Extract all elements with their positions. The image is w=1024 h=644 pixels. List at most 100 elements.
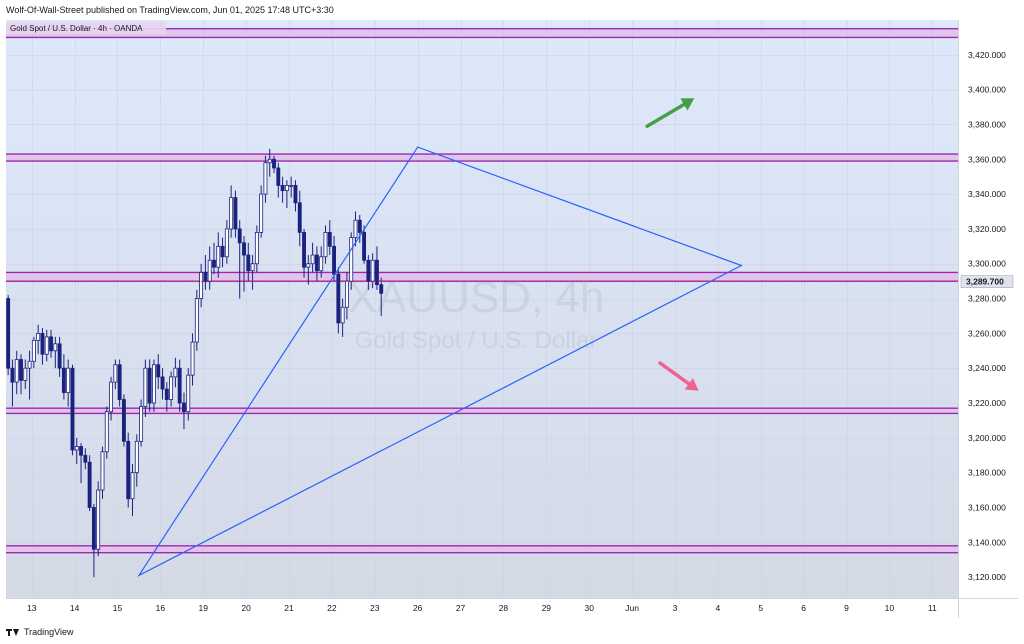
candle xyxy=(40,328,45,365)
candle-body-up xyxy=(104,411,109,453)
candle xyxy=(70,364,75,456)
candle-body-down xyxy=(357,219,362,233)
candle xyxy=(370,253,375,289)
x-tick-label: 5 xyxy=(758,603,763,613)
candle xyxy=(190,333,195,386)
candle xyxy=(104,406,109,459)
candle-body-up xyxy=(267,158,272,164)
candle xyxy=(27,350,32,400)
y-tick-label: 3,280.000 xyxy=(968,294,1006,304)
candle xyxy=(194,289,199,351)
watermark-symbol: XAUUSD, 4h xyxy=(348,273,605,322)
candle xyxy=(57,336,62,377)
candle-body-up xyxy=(53,343,58,352)
candle-body-up xyxy=(66,367,71,393)
candle-body-up xyxy=(353,219,358,239)
y-tick-label: 3,180.000 xyxy=(968,468,1006,478)
candle-body-up xyxy=(173,367,178,378)
candle xyxy=(306,255,311,285)
candle-body-down xyxy=(233,197,238,230)
candle xyxy=(44,329,49,362)
plot-background xyxy=(6,20,958,598)
price-axis[interactable]: 3,120.000 3,140.000 3,160.000 3,180.000 3,20… xyxy=(960,50,1014,582)
candle-body-up xyxy=(139,406,144,442)
x-tick-label: 16 xyxy=(156,603,166,613)
candle-body-up xyxy=(100,451,105,491)
candle xyxy=(156,354,161,390)
candle-body-up xyxy=(169,376,174,400)
candle xyxy=(319,246,324,278)
candle-body-up xyxy=(344,280,349,308)
x-tick-label: 19 xyxy=(199,603,209,613)
candle xyxy=(160,368,165,400)
top-zone xyxy=(6,28,958,38)
candle-body-down xyxy=(121,399,126,442)
candle xyxy=(302,228,306,278)
candle-body-up xyxy=(284,184,289,192)
up-arrow xyxy=(645,98,695,128)
candle-body-down xyxy=(40,332,45,355)
candle xyxy=(117,359,122,407)
candle-body-down xyxy=(327,231,332,247)
candle xyxy=(293,180,298,212)
candle-body-down xyxy=(61,367,66,393)
current-price-label: 3,289.700 xyxy=(966,277,1004,287)
candle-body-down xyxy=(70,367,75,451)
candle-body-down xyxy=(6,298,11,369)
candle-body-down xyxy=(293,184,298,204)
triangle-pattern xyxy=(137,146,743,577)
candle xyxy=(276,162,281,198)
x-tick-label: 15 xyxy=(113,603,123,613)
candle xyxy=(284,180,289,209)
footer-brand: TradingView xyxy=(24,627,74,637)
candle-body-down xyxy=(203,272,208,282)
candle xyxy=(379,277,384,316)
candle-body-up xyxy=(96,489,101,550)
candle-body-up xyxy=(370,259,375,282)
candle-body-up xyxy=(306,263,311,268)
candle xyxy=(182,392,186,430)
candlestick-chart[interactable]: XAUUSD, 4h Gold Spot / U.S. Dollar Gold … xyxy=(6,20,1018,618)
candle xyxy=(49,329,53,358)
publish-header: Wolf-Of-Wall-Street published on Trading… xyxy=(6,5,334,15)
down-arrow-shaft xyxy=(658,361,691,386)
candle xyxy=(164,382,169,412)
x-tick-label: 29 xyxy=(542,603,552,613)
candle xyxy=(100,446,105,499)
y-tick-label: 3,320.000 xyxy=(968,224,1006,234)
bottom-zone xyxy=(6,545,958,553)
candle xyxy=(147,359,152,412)
candle xyxy=(10,359,15,407)
candle-body-up xyxy=(194,298,199,343)
candle xyxy=(96,481,101,557)
candle-body-down xyxy=(379,284,384,294)
candles xyxy=(6,148,384,578)
candle xyxy=(31,336,36,369)
candle xyxy=(169,371,174,407)
x-tick-label: 13 xyxy=(27,603,37,613)
candle xyxy=(366,255,371,290)
x-tick-label: 27 xyxy=(456,603,466,613)
chart-container[interactable]: XAUUSD, 4h Gold Spot / U.S. Dollar Gold … xyxy=(6,20,1018,618)
resistance-zone xyxy=(6,154,958,162)
candle-body-up xyxy=(14,359,19,383)
candle xyxy=(263,155,268,203)
y-tick-label: 3,340.000 xyxy=(968,189,1006,199)
candle-body-down xyxy=(332,245,336,275)
x-tick-label: 21 xyxy=(284,603,294,613)
candle xyxy=(280,176,285,203)
candle xyxy=(83,448,88,470)
up-arrow-shaft xyxy=(645,102,686,128)
candle xyxy=(237,220,242,299)
candle-body-up xyxy=(263,162,268,195)
candle xyxy=(250,255,255,290)
x-tick-label: 3 xyxy=(673,603,678,613)
candle xyxy=(61,354,66,400)
x-tick-label: 23 xyxy=(370,603,380,613)
candle xyxy=(297,190,302,247)
candle-body-up xyxy=(31,339,36,362)
candle xyxy=(207,246,212,290)
candle-body-down xyxy=(87,461,92,508)
x-tick-label: 26 xyxy=(413,603,423,613)
time-axis[interactable]: 13 14 15 16 19 20 21 22 23 26 27 28 29 30 Jun 3 4 5 6 9 10 11 xyxy=(27,603,937,613)
